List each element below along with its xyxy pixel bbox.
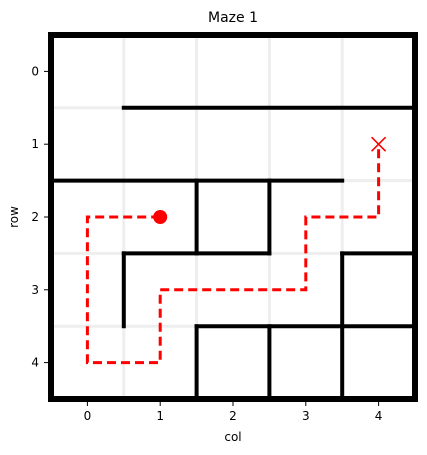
x-tick-label: 2 <box>229 409 237 423</box>
y-axis: 0 1 2 3 4 <box>31 64 48 370</box>
x-axis-label: col <box>224 430 241 444</box>
maze-outer-wall <box>48 32 418 402</box>
solution-path <box>85 144 381 365</box>
y-axis-label: row <box>7 206 21 228</box>
y-tick-label: 3 <box>31 283 39 297</box>
y-tick-label: 0 <box>31 64 39 78</box>
markers-layer <box>153 136 387 224</box>
maze-border <box>48 32 418 402</box>
start-marker <box>153 210 168 224</box>
x-tick-label: 1 <box>156 409 164 423</box>
goal-marker <box>371 136 387 152</box>
y-tick-label: 2 <box>31 210 39 224</box>
y-tick-label: 1 <box>31 137 39 151</box>
maze-walls <box>49 105 417 401</box>
chart-title: Maze 1 <box>208 10 258 26</box>
x-tick-label: 0 <box>84 409 92 423</box>
x-tick-label: 4 <box>375 409 383 423</box>
goal-x-stroke <box>371 136 387 152</box>
x-axis: 0 1 2 3 4 <box>84 402 383 423</box>
x-tick-label: 3 <box>302 409 310 423</box>
solution-path-layer <box>85 144 381 365</box>
y-tick-label: 4 <box>31 356 39 370</box>
